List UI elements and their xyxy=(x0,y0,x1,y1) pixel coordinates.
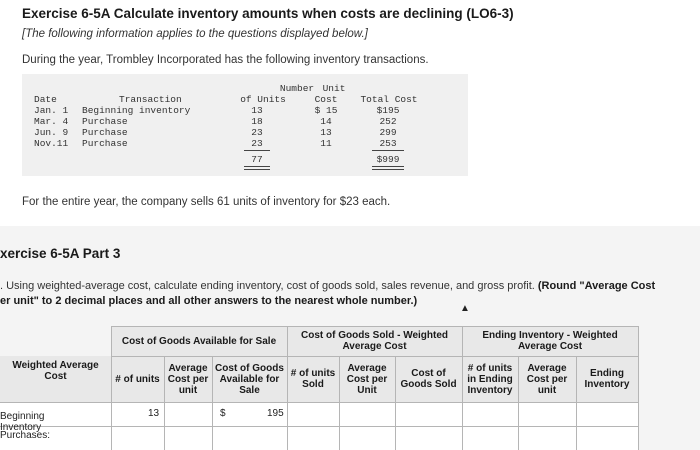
row-cost: $ 15 xyxy=(314,105,338,116)
cogs-group-header: Cost of Goods Sold - Weighted Average Co… xyxy=(287,326,462,356)
cost-header-line2: Cost xyxy=(314,94,338,105)
grid-line xyxy=(339,356,340,450)
units-ending-header: # of units in Ending Inventory xyxy=(467,362,513,396)
row-units: 13 xyxy=(251,105,263,116)
row-cost: 11 xyxy=(320,138,332,149)
row-cost: 14 xyxy=(320,116,332,127)
units-header-line2: of Units xyxy=(240,94,286,105)
total-header: Total Cost xyxy=(360,94,418,105)
units-double-underline xyxy=(244,166,270,170)
cost-total: $999 xyxy=(376,154,400,165)
beginning-units-sold-input[interactable] xyxy=(287,406,339,424)
row-transaction: Purchase xyxy=(82,116,128,127)
grid-line xyxy=(164,356,165,450)
part-title: xercise 6-5A Part 3 xyxy=(0,246,121,261)
total-underline xyxy=(372,150,404,151)
sales-statement: For the entire year, the company sells 6… xyxy=(22,196,391,208)
grid-line xyxy=(518,356,519,450)
grid-line xyxy=(576,356,577,450)
grid-line xyxy=(638,326,639,450)
beginning-inventory-label: Beginning Inventory xyxy=(0,411,45,433)
row-total: $195 xyxy=(376,105,400,116)
grid-line xyxy=(395,356,396,450)
transactions-box: Number Unit Date Transaction of Units Co… xyxy=(22,74,468,176)
avg-cost-available-header: Average Cost per unit xyxy=(167,362,209,396)
instructions-text: . Using weighted-average cost, calculate… xyxy=(0,280,538,292)
grid-line xyxy=(287,326,288,450)
row-date: Jun. 9 xyxy=(34,127,69,138)
exercise-intro: During the year, Trombley Incorporated h… xyxy=(22,54,429,66)
units-underline xyxy=(244,150,270,151)
mouse-cursor-icon: ▲ xyxy=(460,303,470,314)
date-header: Date xyxy=(34,94,57,105)
grid-line xyxy=(0,426,638,427)
row-transaction: Purchase xyxy=(82,138,128,149)
grid-line xyxy=(212,356,213,450)
exercise-note: [The following information applies to th… xyxy=(22,28,368,40)
total-double-underline xyxy=(372,166,404,170)
row-date: Mar. 4 xyxy=(34,116,69,127)
units-total: 77 xyxy=(251,154,263,165)
row-total: 252 xyxy=(379,116,397,127)
beginning-ending-inventory-input[interactable] xyxy=(576,406,638,424)
row-cost: 13 xyxy=(320,127,332,138)
transaction-header: Transaction xyxy=(119,94,182,105)
row-date: Jan. 1 xyxy=(34,105,69,116)
beginning-avg-cost-input[interactable] xyxy=(164,406,212,424)
purchases-label: Purchases: xyxy=(0,430,51,441)
beginning-avg-cost-ending-input[interactable] xyxy=(518,406,576,424)
units-header-line1: Number xyxy=(279,83,315,94)
grid-line xyxy=(0,402,638,403)
beginning-units-ending-input[interactable] xyxy=(462,406,518,424)
row-date: Nov.11 xyxy=(34,138,69,149)
beginning-avg-cost-sold-input[interactable] xyxy=(339,406,395,424)
avg-cost-ending-header: Average Cost per unit xyxy=(526,362,568,396)
ending-inventory-header: Ending Inventory xyxy=(584,368,630,390)
beginning-cogs-input[interactable] xyxy=(395,406,462,424)
grid-line xyxy=(111,326,638,327)
units-sold-header: # of units Sold xyxy=(290,368,336,390)
row-units: 18 xyxy=(251,116,263,127)
instructions: . Using weighted-average cost, calculate… xyxy=(0,279,700,309)
ending-group-header: Ending Inventory - Weighted Average Cost xyxy=(462,326,638,356)
grid-line xyxy=(111,326,112,450)
row-total: 299 xyxy=(379,127,397,138)
instructions-rounding-2: er unit" to 2 decimal places and all oth… xyxy=(0,295,418,307)
row-transaction: Beginning inventory xyxy=(82,105,191,116)
units-available-header: # of units xyxy=(115,373,160,385)
corner-label: Weighted Average Cost xyxy=(12,360,99,382)
cost-header-line1: Unit xyxy=(322,83,346,94)
cogas-group-header: Cost of Goods Available for Sale xyxy=(111,326,287,356)
beginning-cogas-value: 195 xyxy=(267,408,284,419)
row-total: 253 xyxy=(379,138,397,149)
cogs-header: Cost of Goods Sold xyxy=(400,368,457,390)
grid-line xyxy=(462,326,463,450)
row-units: 23 xyxy=(251,127,263,138)
instructions-rounding-1: (Round "Average Cost xyxy=(537,280,656,292)
avg-cost-sold-header: Average Cost per Unit xyxy=(346,362,388,396)
cogas-header: Cost of Goods Available for Sale xyxy=(215,362,284,396)
column-header-row xyxy=(0,356,638,402)
exercise-title: Exercise 6-5A Calculate inventory amount… xyxy=(22,6,514,21)
row-units: 23 xyxy=(251,138,263,149)
beginning-units-value: 13 xyxy=(148,408,160,419)
beginning-dollar-sign: $ xyxy=(220,408,226,419)
row-transaction: Purchase xyxy=(82,127,128,138)
grid-line xyxy=(111,356,638,357)
